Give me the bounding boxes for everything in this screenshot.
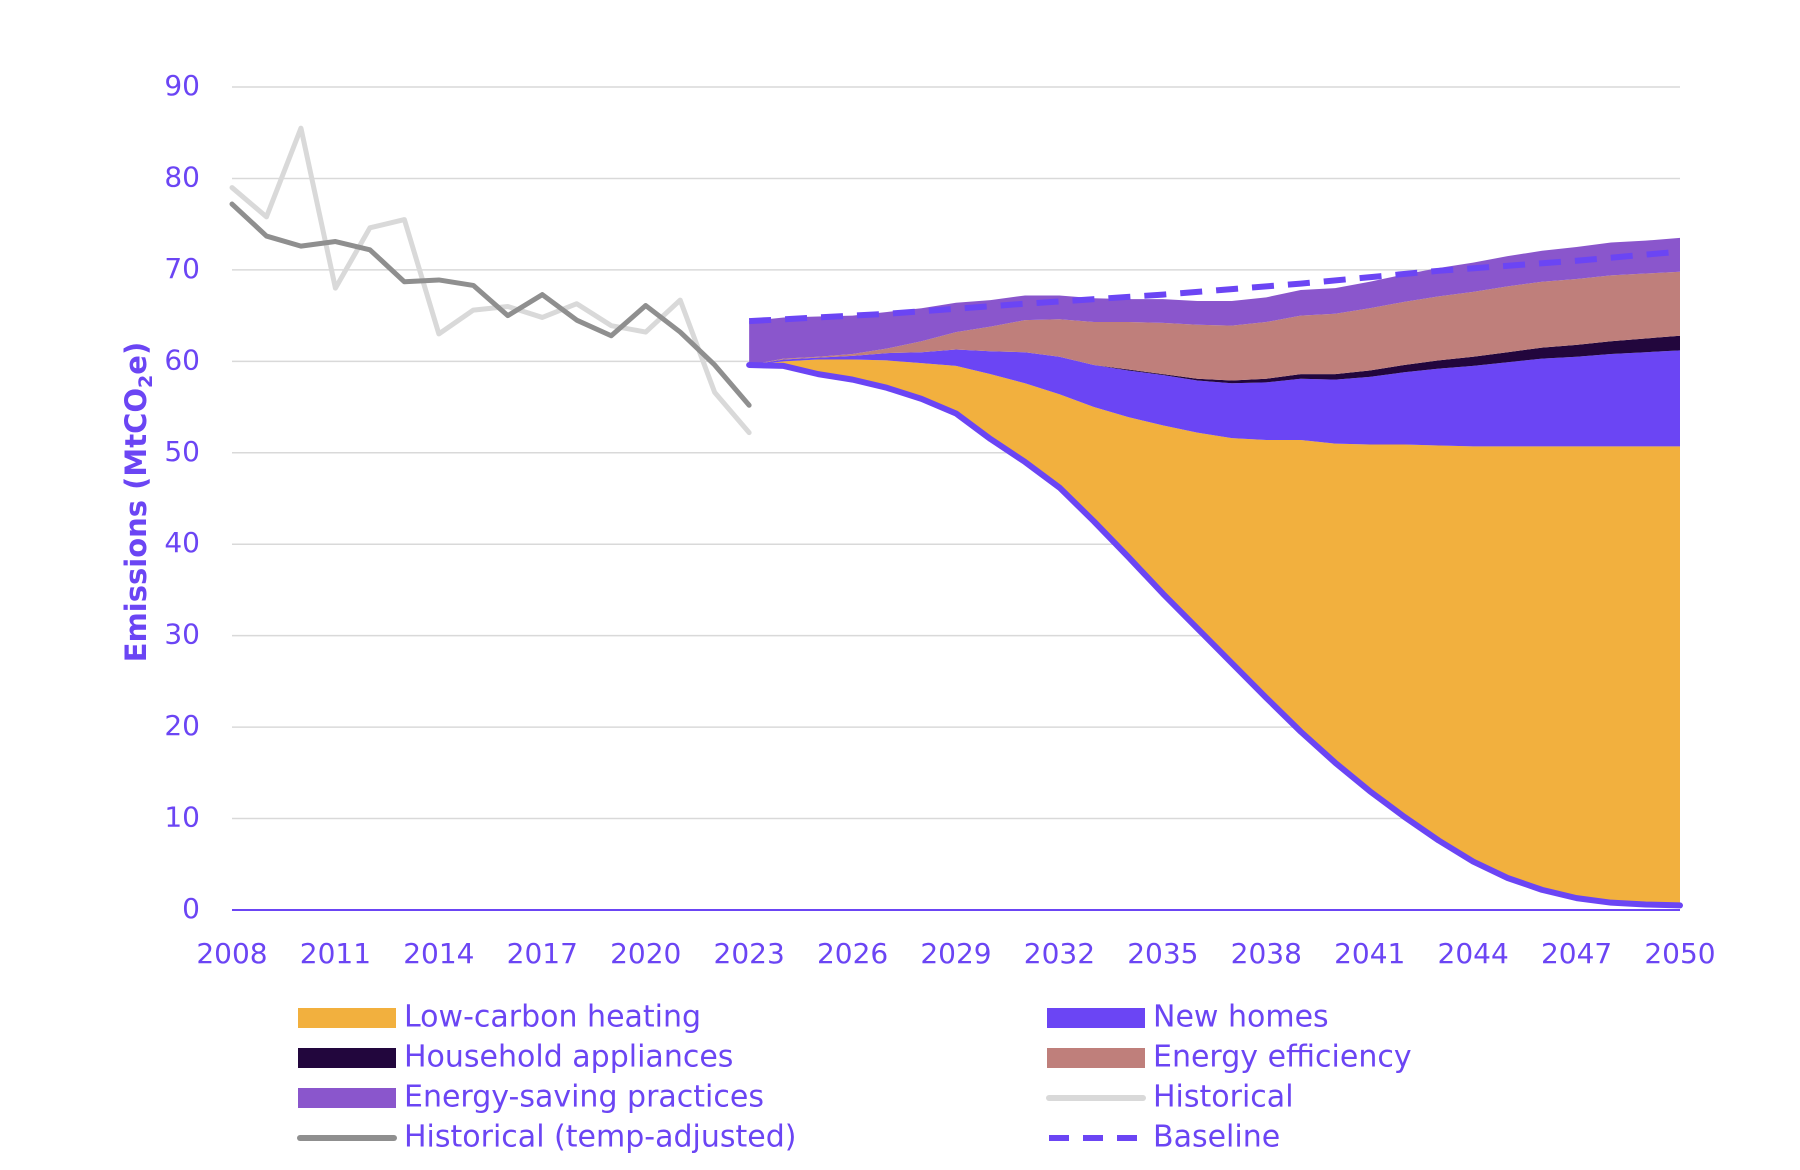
x-tick-label: 2035	[1127, 937, 1198, 970]
legend-item: Low-carbon heating	[298, 1000, 701, 1035]
line-historical	[229, 125, 752, 436]
legend-swatch	[1047, 1008, 1145, 1028]
x-tick-label: 2047	[1541, 937, 1612, 970]
legend-label: Historical (temp-adjusted)	[404, 1120, 796, 1155]
y-tick-label: 90	[164, 69, 200, 102]
legend-item: New homes	[1047, 1000, 1329, 1035]
x-tick-label: 2032	[1024, 937, 1095, 970]
x-tick-label: 2029	[920, 937, 991, 970]
legend-swatch	[298, 1088, 396, 1108]
y-axis-title-suffix: e)	[119, 342, 153, 375]
y-tick-label: 80	[164, 160, 200, 193]
x-tick-label: 2014	[403, 937, 474, 970]
line-baseline	[748, 248, 1681, 325]
y-tick-label: 10	[164, 801, 200, 834]
area-new-homes	[749, 349, 1680, 447]
legend-item: Energy-saving practices	[298, 1080, 764, 1115]
y-axis-title-prefix: Emissions (MtCO	[119, 388, 153, 662]
y-tick-label: 0	[182, 892, 200, 925]
legend-swatch	[1047, 1048, 1145, 1068]
x-tick-label: 2020	[610, 937, 681, 970]
y-tick-label: 70	[164, 252, 200, 285]
legend-layer: Low-carbon heating New homes Household app…	[297, 1000, 1412, 1155]
area-low-carbon-heating	[749, 359, 1680, 906]
legend-label: New homes	[1153, 1000, 1329, 1035]
y-tick-label: 60	[164, 343, 200, 376]
axis-layer: 0 10 20 30 40 50 60 70 80 90 2008 2011 2014 2017 2020 2…	[164, 69, 1715, 970]
x-tick-label: 2041	[1334, 937, 1405, 970]
area-household-appliances	[749, 335, 1680, 384]
legend-label: Energy efficiency	[1153, 1040, 1412, 1075]
x-tick-label: 2026	[817, 937, 888, 970]
y-tick-label: 40	[164, 526, 200, 559]
y-axis-title: Emissions (MtCO2e)	[119, 342, 157, 662]
legend-label: Household appliances	[404, 1040, 733, 1075]
legend-item: Historical (temp-adjusted)	[297, 1120, 796, 1155]
area-energy-efficiency	[749, 271, 1680, 381]
y-tick-label: 20	[164, 709, 200, 742]
x-tick-label: 2050	[1644, 937, 1715, 970]
area-layer	[749, 237, 1680, 906]
x-tick-label: 2011	[300, 937, 371, 970]
legend-label: Baseline	[1153, 1120, 1280, 1155]
legend-item: Baseline	[1049, 1120, 1280, 1155]
x-tick-label: 2017	[507, 937, 578, 970]
x-tick-label: 2038	[1231, 937, 1302, 970]
legend-item: Historical	[1046, 1080, 1294, 1115]
legend-label: Historical	[1153, 1080, 1294, 1115]
y-tick-label: 50	[164, 435, 200, 468]
legend-swatch	[298, 1008, 396, 1028]
x-tick-label: 2044	[1438, 937, 1509, 970]
legend-item: Energy efficiency	[1047, 1040, 1412, 1075]
legend-label: Energy-saving practices	[404, 1080, 764, 1115]
line-layer	[229, 125, 1683, 909]
pathway-line	[746, 361, 1683, 909]
legend-swatch	[298, 1048, 396, 1068]
x-tick-label: 2023	[714, 937, 785, 970]
y-axis-title-subscript: 2	[135, 375, 157, 388]
x-tick-label: 2008	[196, 937, 267, 970]
legend-item: Household appliances	[298, 1040, 733, 1075]
y-tick-label: 30	[164, 618, 200, 651]
legend-label: Low-carbon heating	[404, 1000, 701, 1035]
line-historical-temp-adjusted	[229, 201, 752, 408]
